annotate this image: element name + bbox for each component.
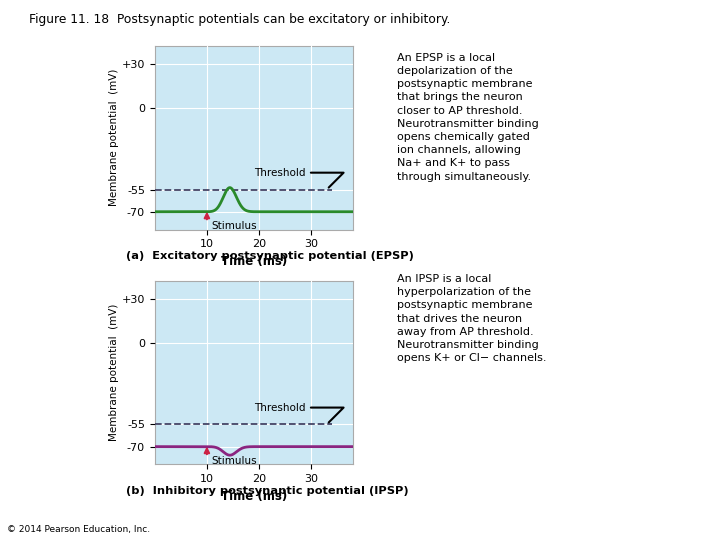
Text: An IPSP is a local
hyperpolarization of the
postsynaptic membrane
that drives th: An IPSP is a local hyperpolarization of … [397, 274, 546, 363]
Text: Stimulus: Stimulus [211, 456, 257, 466]
Text: Threshold: Threshold [254, 403, 343, 422]
Text: Figure 11. 18  Postsynaptic potentials can be excitatory or inhibitory.: Figure 11. 18 Postsynaptic potentials ca… [29, 14, 450, 26]
X-axis label: Time (ms): Time (ms) [220, 255, 287, 268]
Y-axis label: Membrane potential  (mV): Membrane potential (mV) [109, 69, 119, 206]
Text: Threshold: Threshold [254, 168, 343, 187]
Text: © 2014 Pearson Education, Inc.: © 2014 Pearson Education, Inc. [7, 524, 150, 534]
Text: (b)  Inhibitory postsynaptic potential (IPSP): (b) Inhibitory postsynaptic potential (I… [126, 486, 409, 496]
Text: Stimulus: Stimulus [211, 221, 257, 231]
X-axis label: Time (ms): Time (ms) [220, 490, 287, 503]
Text: An EPSP is a local
depolarization of the
postsynaptic membrane
that brings the n: An EPSP is a local depolarization of the… [397, 53, 539, 181]
Text: (a)  Excitatory postsynaptic potential (EPSP): (a) Excitatory postsynaptic potential (E… [126, 251, 414, 261]
Y-axis label: Membrane potential  (mV): Membrane potential (mV) [109, 304, 119, 441]
